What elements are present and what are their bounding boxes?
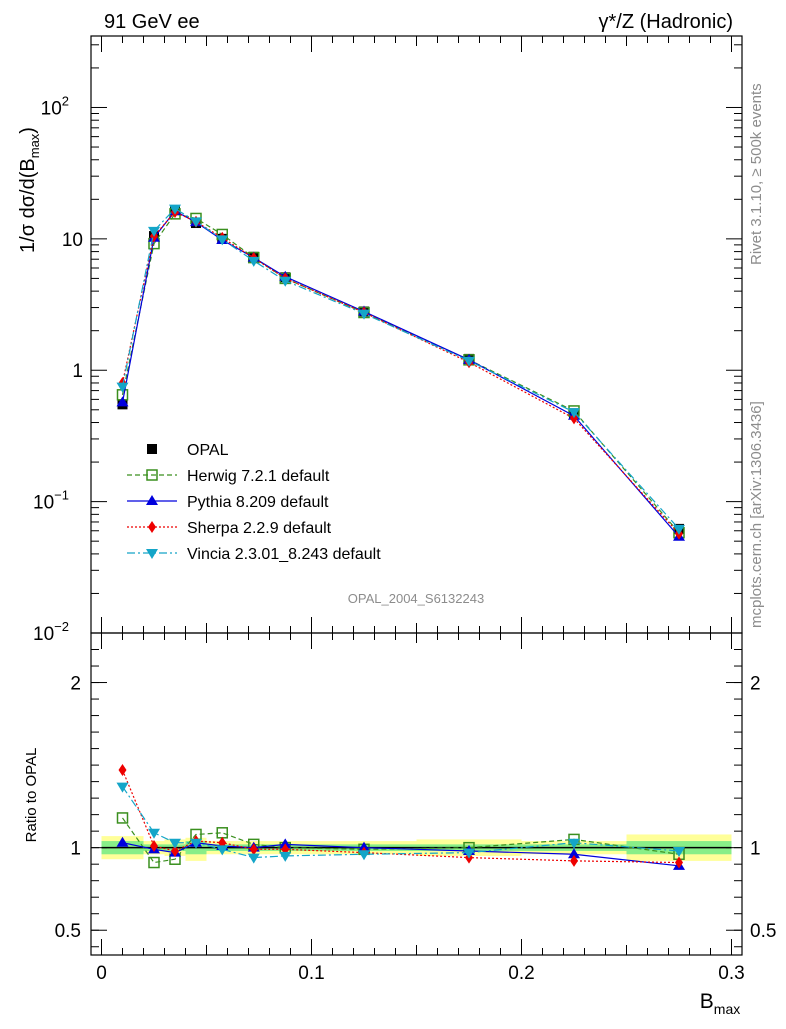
sherpa-point xyxy=(570,854,578,867)
legend-label: OPAL xyxy=(187,442,229,459)
rivet-version-label: Rivet 3.1.10, ≥ 500k events xyxy=(748,83,765,265)
mcplots-label: mcplots.cern.ch [arXiv:1306.3436] xyxy=(748,401,765,628)
sherpa-line xyxy=(121,211,680,535)
ratio-y-axis-label: Ratio to OPAL xyxy=(23,748,40,843)
ratio-y-tick-label-right: 2 xyxy=(750,674,761,695)
series-pythia-main xyxy=(116,204,685,541)
herwig-point xyxy=(116,812,129,824)
title-right: γ*/Z (Hadronic) xyxy=(599,11,733,33)
main-y-axis-label: 1/σ dσ/d(Bmax) xyxy=(17,127,42,253)
ratio-y-tick-label: 2 xyxy=(70,674,81,695)
vincia-point xyxy=(279,276,292,287)
legend-marker xyxy=(146,495,158,505)
main-frame xyxy=(90,35,743,634)
vincia-point xyxy=(358,309,370,320)
legend-item-vincia: Vincia 2.3.01_8.243 default xyxy=(127,546,381,563)
legend: OPAL Herwig 7.2.1 default Pythia 8.209 def… xyxy=(127,442,381,563)
ratio-y-tick-label-right: 0.5 xyxy=(750,921,776,942)
vincia-point xyxy=(279,851,292,862)
ratio-frame xyxy=(90,632,743,956)
pythia-point xyxy=(116,396,129,407)
sherpa-point xyxy=(675,856,683,869)
vincia-point xyxy=(247,256,260,267)
legend-label: Pythia 8.209 default xyxy=(187,494,329,511)
title-left: 91 GeV ee xyxy=(104,11,200,33)
pythia-point xyxy=(568,848,580,859)
y-tick-label: 1 xyxy=(72,361,83,382)
series-vincia-ratio xyxy=(116,782,685,864)
x-tick-label: 0.2 xyxy=(508,963,534,984)
series-herwig-main xyxy=(116,208,685,539)
series-sherpa-main xyxy=(118,206,683,540)
vincia-point xyxy=(247,853,260,864)
sherpa-point xyxy=(249,843,258,856)
vincia-point xyxy=(673,846,685,857)
legend-marker xyxy=(146,469,158,481)
vincia-point xyxy=(673,524,685,535)
herwig-point xyxy=(148,856,160,869)
vincia-point xyxy=(190,217,202,228)
ratio-y-tick-label: 0.5 xyxy=(55,921,81,942)
legend-item-herwig: Herwig 7.2.1 default xyxy=(127,468,330,485)
legend-label: Sherpa 2.2.9 default xyxy=(187,520,332,537)
vincia-point xyxy=(216,845,229,856)
legend-label: Herwig 7.2.1 default xyxy=(187,468,330,485)
vincia-point xyxy=(568,408,580,419)
vincia-point xyxy=(169,838,181,849)
vincia-point xyxy=(116,382,129,393)
vincia-point xyxy=(190,838,202,849)
ratio-y-tick-label-right: 1 xyxy=(750,839,761,860)
ratio-ticks: 2 2 1 1 0.5 0.5 0 0.1 0.2 0.3 xyxy=(55,633,776,984)
x-tick-label: 0.1 xyxy=(298,963,324,984)
legend-item-sherpa: Sherpa 2.2.9 default xyxy=(127,520,332,537)
sherpa-point xyxy=(150,840,158,853)
vincia-point xyxy=(116,782,129,793)
main-series xyxy=(116,204,685,541)
vincia-point xyxy=(148,226,160,237)
vincia-point xyxy=(169,204,181,215)
legend-marker xyxy=(146,549,158,559)
y-tick-label: 10 xyxy=(62,230,83,251)
legend-marker xyxy=(148,521,156,533)
legend-item-opal: OPAL xyxy=(147,442,229,459)
analysis-id-label: OPAL_2004_S6132243 xyxy=(348,591,484,606)
ratio-series xyxy=(116,764,685,870)
vincia-line xyxy=(122,786,680,859)
x-axis-label: Bmax xyxy=(700,990,740,1017)
pythia-line xyxy=(121,210,680,538)
vincia-point xyxy=(216,235,229,246)
x-tick-label: 0 xyxy=(96,963,107,984)
series-vincia-main xyxy=(116,204,685,535)
sherpa-point xyxy=(118,764,127,777)
sherpa-point xyxy=(570,412,578,425)
legend-item-pythia: Pythia 8.209 default xyxy=(127,494,329,511)
legend-marker xyxy=(147,444,157,454)
y-tick-label: 102 xyxy=(41,93,69,119)
vincia-point xyxy=(463,848,475,859)
vincia-point xyxy=(358,850,370,861)
legend-label: Vincia 2.3.01_8.243 default xyxy=(187,546,381,563)
vincia-point xyxy=(568,838,580,849)
y-tick-label: 10−2 xyxy=(33,619,69,645)
vincia-point xyxy=(463,356,475,367)
pythia-point xyxy=(116,836,129,847)
y-tick-label: 10−1 xyxy=(33,488,69,514)
ratio-y-tick-label: 1 xyxy=(70,839,81,860)
main-y-ticks: 102 10 1 10−1 10−2 xyxy=(33,36,742,645)
x-tick-label: 0.3 xyxy=(718,963,744,984)
sherpa-point xyxy=(171,844,179,857)
vincia-point xyxy=(148,828,160,839)
